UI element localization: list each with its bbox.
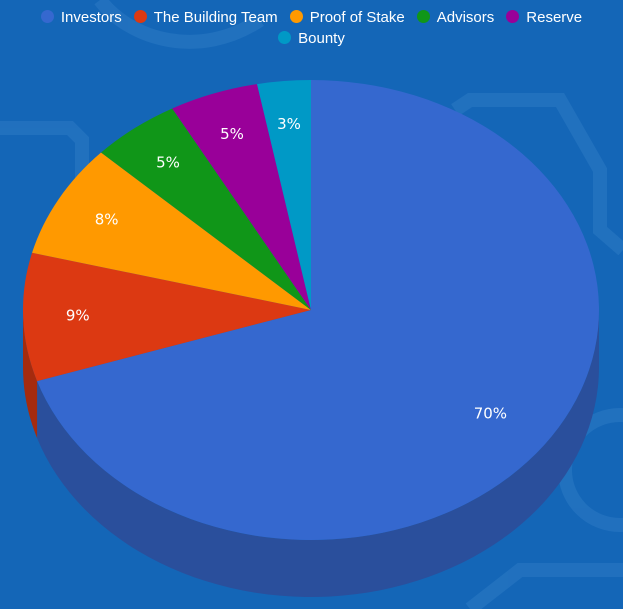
legend-item-investors[interactable]: Investors (40, 7, 122, 28)
pie-side-investors (37, 310, 600, 598)
pie-slice-advisors[interactable] (101, 108, 311, 310)
legend-label: Advisors (436, 9, 495, 26)
slice-label-proof-of-stake: 8% (95, 211, 119, 229)
pie-slice-investors[interactable] (37, 80, 600, 540)
legend-label: The Building Team (153, 9, 278, 26)
slice-label-investors: 70% (474, 405, 507, 423)
slice-label-reserve: 5% (220, 125, 244, 143)
legend-label: Proof of Stake (309, 9, 405, 26)
legend-swatch (416, 10, 430, 23)
pie-labels: 70% 9% 8% 5% 5% 3% (66, 115, 507, 423)
pie-slice-the-building-team[interactable] (23, 252, 312, 382)
pie-side-the-building-team (23, 310, 38, 439)
pie-slice-reserve[interactable] (172, 84, 311, 310)
pie-slices (23, 80, 600, 540)
legend-swatch (133, 10, 147, 23)
legend-swatch (278, 31, 292, 44)
chart-legend: Investors The Building Team Proof of Stake… (0, 7, 623, 49)
legend-item-reserve[interactable]: Reserve (506, 7, 582, 28)
pie-slice-proof-of-stake[interactable] (32, 152, 312, 310)
legend-swatch (40, 10, 54, 23)
legend-swatch (506, 10, 520, 23)
legend-item-bounty[interactable]: Bounty (278, 28, 345, 49)
pie-slice-bounty[interactable] (257, 80, 311, 310)
slice-label-the-building-team: 9% (66, 306, 90, 324)
slice-label-advisors: 5% (156, 153, 180, 171)
legend-item-proof-of-stake[interactable]: Proof of Stake (289, 7, 405, 28)
legend-label: Reserve (526, 9, 583, 26)
legend-item-advisors[interactable]: Advisors (416, 7, 495, 28)
legend-item-the-building-team[interactable]: The Building Team (133, 7, 278, 28)
legend-swatch (289, 10, 303, 23)
slice-label-bounty: 3% (277, 115, 301, 133)
pie-side-walls (23, 310, 600, 598)
legend-label: Bounty (298, 30, 345, 47)
legend-label: Investors (60, 9, 122, 26)
